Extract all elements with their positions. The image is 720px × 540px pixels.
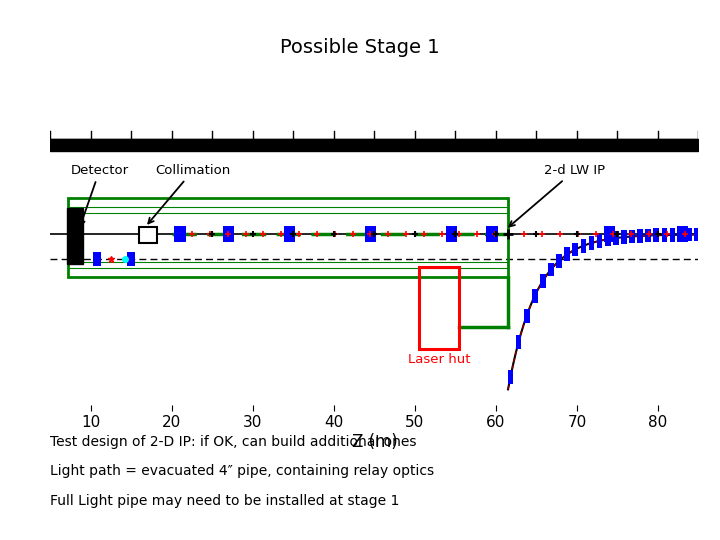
Bar [516, 335, 521, 349]
Bar [686, 228, 691, 241]
Bar [127, 253, 135, 266]
Bar [605, 232, 611, 246]
Text: Laser hut: Laser hut [408, 353, 470, 366]
Bar [524, 309, 529, 322]
Bar [621, 230, 626, 244]
Bar [94, 253, 102, 266]
Bar [486, 226, 498, 242]
Bar [223, 226, 234, 242]
Bar [597, 234, 603, 248]
Text: 2-d LW IP: 2-d LW IP [509, 164, 606, 226]
Bar [532, 289, 538, 303]
Bar [66, 208, 83, 264]
Bar [572, 242, 578, 256]
Bar [613, 231, 618, 245]
Bar [589, 236, 594, 250]
Bar [284, 226, 295, 242]
Bar [564, 247, 570, 261]
Text: Possible Stage 1: Possible Stage 1 [280, 38, 440, 57]
X-axis label: Z (m): Z (m) [351, 433, 397, 451]
Bar [508, 370, 513, 384]
Bar [548, 262, 554, 276]
Bar [68, 198, 508, 276]
Text: Full Light pipe may need to be installed at stage 1: Full Light pipe may need to be installed… [50, 494, 400, 508]
Bar [694, 228, 700, 241]
Bar [557, 254, 562, 268]
Bar [139, 227, 156, 243]
Bar [364, 226, 376, 242]
Bar [629, 230, 635, 244]
Text: Test design of 2-D IP: if OK, can build additional ones: Test design of 2-D IP: if OK, can build … [50, 435, 417, 449]
Bar [678, 228, 683, 241]
Bar [419, 267, 459, 349]
Bar [637, 229, 643, 243]
Bar [540, 274, 546, 288]
Bar [662, 228, 667, 242]
Bar [670, 228, 675, 242]
Bar [645, 228, 651, 242]
Bar [174, 226, 186, 242]
Bar [677, 226, 688, 242]
Bar [654, 228, 659, 242]
Text: Detector: Detector [71, 164, 129, 226]
Text: Collimation: Collimation [148, 164, 231, 224]
Text: Light path = evacuated 4″ pipe, containing relay optics: Light path = evacuated 4″ pipe, containi… [50, 464, 435, 478]
Bar [446, 226, 457, 242]
Bar [603, 226, 615, 242]
Bar [580, 239, 586, 253]
